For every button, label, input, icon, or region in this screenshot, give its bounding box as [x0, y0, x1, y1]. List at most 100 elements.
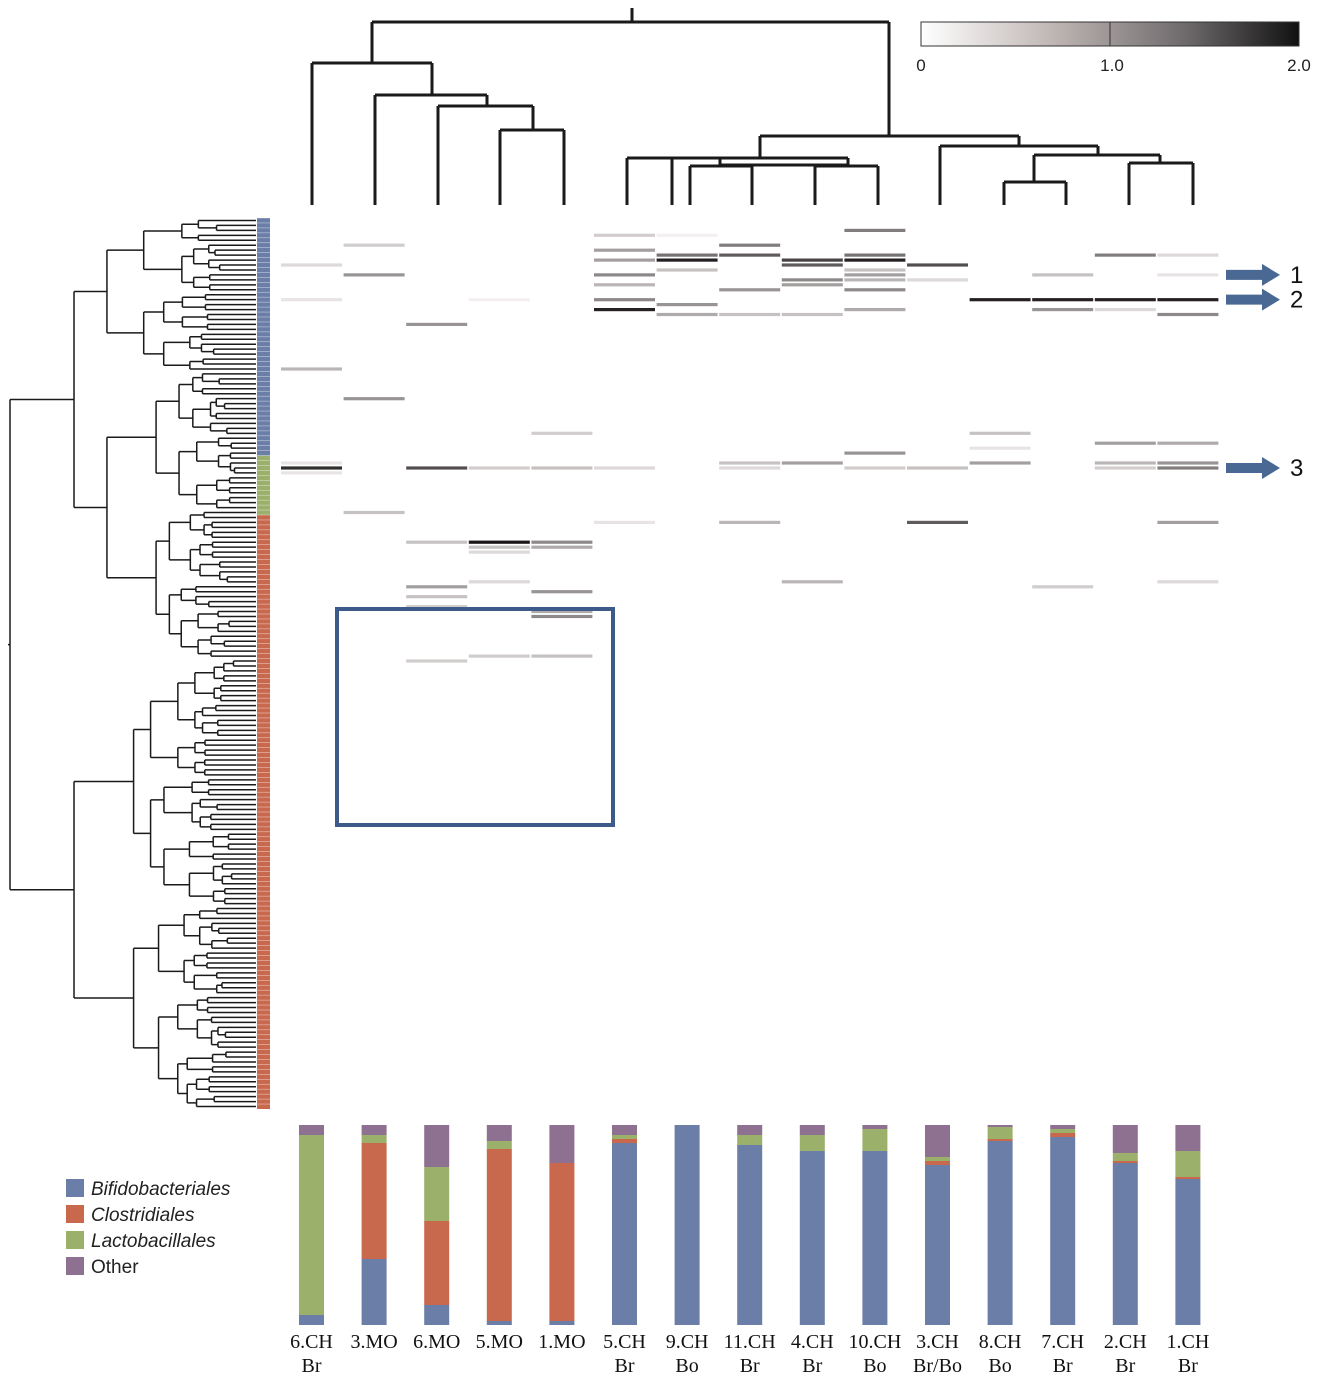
bar-segment — [1175, 1151, 1201, 1177]
heatmap-cell — [781, 580, 843, 584]
bar-segment — [987, 1127, 1013, 1139]
heatmap-cell — [594, 298, 655, 302]
sample-label: 5.CH — [603, 1331, 646, 1353]
heatmap-cell — [844, 288, 906, 292]
bar-segment — [1175, 1125, 1201, 1151]
heatmap-cell — [781, 263, 843, 267]
bar-segment — [862, 1129, 888, 1151]
bar-segment — [799, 1125, 825, 1135]
bar-segment — [1050, 1133, 1076, 1137]
heatmap-cell — [907, 263, 968, 267]
heatmap-cell — [656, 268, 718, 272]
bar-segment — [1112, 1153, 1138, 1161]
bar-segment — [612, 1139, 637, 1143]
heatmap-cell — [781, 312, 843, 317]
heatmap-cell — [281, 461, 342, 465]
sample-label: Bo — [675, 1355, 698, 1377]
bar-segment — [862, 1125, 888, 1129]
sample-label: Br — [615, 1355, 635, 1377]
sample-label: 5.MO — [476, 1331, 523, 1353]
sample-label: Br — [740, 1355, 760, 1377]
heatmap-cell — [468, 545, 530, 549]
sample-label: Br/Bo — [913, 1355, 962, 1377]
bar-segment — [361, 1259, 387, 1325]
legend-label: Lactobacillales — [91, 1231, 216, 1252]
heatmap-cell — [531, 545, 593, 549]
sample-label: 6.CH — [290, 1331, 333, 1353]
heatmap-cell — [781, 258, 843, 262]
marker-arrow — [1226, 456, 1280, 479]
heatmap-cell — [406, 540, 468, 544]
heatmap-cell — [1157, 441, 1219, 445]
heatmap-cell — [656, 303, 718, 307]
marker-arrow — [1226, 288, 1280, 311]
bar-segment — [361, 1143, 387, 1259]
bar-segment — [987, 1125, 1013, 1127]
heatmap-cell — [594, 258, 655, 262]
sample-label: 4.CH — [791, 1331, 834, 1353]
heatmap-cell — [531, 540, 593, 544]
heatmap-cell — [969, 461, 1031, 465]
bar-segment — [674, 1125, 700, 1325]
sample-label: 3.MO — [350, 1331, 397, 1353]
heatmap-cell — [844, 258, 906, 262]
bar-segment — [299, 1135, 324, 1315]
heatmap-cell — [1157, 461, 1219, 465]
legend: Bifidobacteriales Clostridiales Lactobacil… — [66, 1179, 231, 1278]
heatmap-cell — [1157, 298, 1219, 302]
heatmap-cell — [594, 273, 655, 277]
sample-dendrogram — [310, 8, 1195, 205]
sample-label: Bo — [863, 1355, 886, 1377]
taxa-color-strip — [257, 217, 270, 1109]
heatmap-cell — [406, 466, 468, 470]
bar-segment — [737, 1125, 763, 1135]
bar-segment — [737, 1135, 763, 1145]
heatmap-cell — [656, 312, 718, 317]
bar-segment — [925, 1165, 950, 1325]
heatmap-cell — [406, 585, 468, 589]
heatmap-cell — [468, 550, 530, 554]
heatmap-cell — [907, 520, 968, 524]
heatmap-cell — [1094, 466, 1156, 470]
heatmap-cell — [406, 322, 468, 326]
sample-label: 1.CH — [1167, 1331, 1210, 1353]
heatmap-cell — [719, 288, 781, 292]
heatmap-cell — [531, 590, 593, 594]
heatmap-cell — [1094, 308, 1156, 312]
heatmap-cell — [343, 397, 405, 401]
bar-segment — [737, 1145, 763, 1325]
heatmap-cell — [1157, 253, 1219, 257]
arrow-label: 3 — [1290, 455, 1303, 482]
sample-label: Br — [1178, 1355, 1198, 1377]
sample-label: Br — [302, 1355, 322, 1377]
heatmap-cell — [1157, 312, 1219, 317]
heatmap-cell — [594, 308, 655, 312]
heatmap-cell — [281, 367, 342, 371]
legend-label: Bifidobacteriales — [91, 1179, 231, 1200]
bar-segment — [925, 1161, 950, 1165]
legend-label: Clostridiales — [91, 1205, 195, 1226]
sample-label: 2.CH — [1104, 1331, 1147, 1353]
heatmap-cell — [1032, 308, 1094, 312]
bar-segment — [424, 1305, 450, 1325]
heatmap-cell — [719, 253, 781, 257]
taxa-dendrogram — [8, 219, 256, 1108]
arrows: 12 3 — [1226, 262, 1303, 482]
heatmap-cell — [719, 520, 781, 524]
scale-tick-label: 1.0 — [1100, 56, 1124, 75]
heatmap-cell — [281, 263, 342, 267]
heatmap-cell — [531, 614, 593, 619]
bar-segment — [1112, 1163, 1138, 1325]
heatmap-cell — [781, 283, 843, 287]
heatmap-cell — [594, 233, 655, 237]
heatmap-cell — [1094, 298, 1156, 302]
heatmap-cell — [844, 308, 906, 312]
bar-segment — [486, 1141, 512, 1149]
heatmap-cell — [1032, 273, 1094, 277]
bar-segment — [424, 1221, 450, 1305]
heatmap-cell — [468, 466, 530, 470]
bar-segment — [424, 1167, 450, 1221]
heatmap-cell — [531, 431, 593, 435]
